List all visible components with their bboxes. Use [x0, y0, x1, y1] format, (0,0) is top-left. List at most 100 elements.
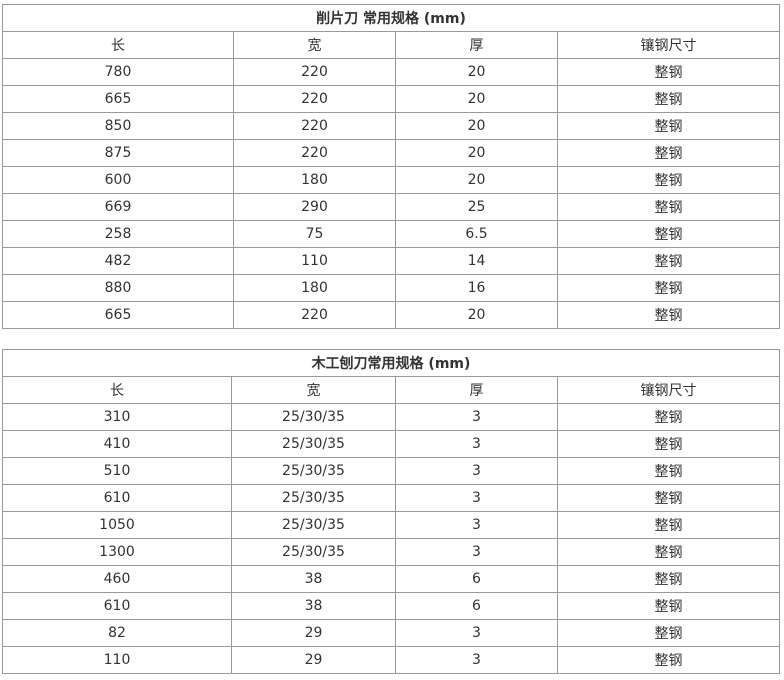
table-cell: 1050 [2, 511, 232, 539]
table-cell: 82 [2, 619, 232, 647]
table-row: 780 220 20 整钢 [2, 58, 780, 86]
table-cell: 6 [395, 592, 558, 620]
table-cell: 220 [233, 139, 396, 167]
table-row: 669 290 25 整钢 [2, 193, 780, 221]
table-cell: 25/30/35 [231, 538, 396, 566]
table-row: 1050 25/30/35 3 整钢 [2, 511, 780, 539]
table-row: 258 75 6.5 整钢 [2, 220, 780, 248]
table-cell: 整钢 [557, 565, 780, 593]
table-cell: 180 [233, 274, 396, 302]
table-cell: 29 [231, 619, 396, 647]
table-cell: 3 [395, 484, 558, 512]
table-cell: 整钢 [557, 301, 780, 329]
table-cell: 38 [231, 592, 396, 620]
table-row: 880 180 16 整钢 [2, 274, 780, 302]
table-title: 木工刨刀常用规格 (mm) [2, 349, 780, 377]
table-cell: 16 [395, 274, 558, 302]
table-cell: 整钢 [557, 619, 780, 647]
table-row: 850 220 20 整钢 [2, 112, 780, 140]
table-row: 665 220 20 整钢 [2, 301, 780, 329]
table-cell: 220 [233, 58, 396, 86]
table-cell: 整钢 [557, 247, 780, 275]
table-cell: 整钢 [557, 139, 780, 167]
table-cell: 整钢 [557, 85, 780, 113]
table-row: 310 25/30/35 3 整钢 [2, 403, 780, 431]
table-cell: 整钢 [557, 646, 780, 674]
table-cell: 780 [2, 58, 234, 86]
table-title-row: 削片刀 常用规格 (mm) [2, 4, 780, 32]
table-cell: 25/30/35 [231, 430, 396, 458]
table-cell: 258 [2, 220, 234, 248]
table-cell: 6 [395, 565, 558, 593]
table-cell: 整钢 [557, 220, 780, 248]
table-cell: 20 [395, 112, 558, 140]
table-cell: 482 [2, 247, 234, 275]
table-cell: 整钢 [557, 166, 780, 194]
table-cell: 460 [2, 565, 232, 593]
table-cell: 20 [395, 139, 558, 167]
table-row: 410 25/30/35 3 整钢 [2, 430, 780, 458]
table-row: 610 25/30/35 3 整钢 [2, 484, 780, 512]
table-cell: 310 [2, 403, 232, 431]
table-cell: 665 [2, 301, 234, 329]
planer-knife-spec-table: 木工刨刀常用规格 (mm) 长宽厚镶钢尺寸 310 25/30/35 3 整钢 410 25/… [2, 349, 780, 674]
column-header: 长 [2, 31, 234, 59]
table-cell: 3 [395, 646, 558, 674]
table-row: 610 38 6 整钢 [2, 592, 780, 620]
column-header: 长 [2, 376, 232, 404]
table-row: 482 110 14 整钢 [2, 247, 780, 275]
table-row: 665 220 20 整钢 [2, 85, 780, 113]
table-cell: 25/30/35 [231, 484, 396, 512]
table-cell: 20 [395, 85, 558, 113]
table-row: 110 29 3 整钢 [2, 646, 780, 674]
table-row: 600 180 20 整钢 [2, 166, 780, 194]
table-cell: 880 [2, 274, 234, 302]
table-cell: 25/30/35 [231, 457, 396, 485]
table-cell: 整钢 [557, 193, 780, 221]
table-cell: 25 [395, 193, 558, 221]
table-cell: 220 [233, 112, 396, 140]
table-cell: 整钢 [557, 58, 780, 86]
table-cell: 1300 [2, 538, 232, 566]
table-cell: 38 [231, 565, 396, 593]
column-header: 镶钢尺寸 [557, 31, 780, 59]
table-cell: 整钢 [557, 430, 780, 458]
column-header: 宽 [231, 376, 396, 404]
column-header: 厚 [395, 31, 558, 59]
table-cell: 610 [2, 484, 232, 512]
table-cell: 665 [2, 85, 234, 113]
table-cell: 3 [395, 403, 558, 431]
table-cell: 整钢 [557, 592, 780, 620]
table-cell: 220 [233, 85, 396, 113]
table-cell: 整钢 [557, 538, 780, 566]
table-cell: 整钢 [557, 403, 780, 431]
table-cell: 6.5 [395, 220, 558, 248]
table-cell: 20 [395, 166, 558, 194]
table-cell: 290 [233, 193, 396, 221]
table-cell: 669 [2, 193, 234, 221]
table-cell: 29 [231, 646, 396, 674]
table-cell: 整钢 [557, 484, 780, 512]
table-title-row: 木工刨刀常用规格 (mm) [2, 349, 780, 377]
table-row: 460 38 6 整钢 [2, 565, 780, 593]
table-cell: 850 [2, 112, 234, 140]
table-cell: 110 [233, 247, 396, 275]
table-cell: 510 [2, 457, 232, 485]
table-cell: 25/30/35 [231, 511, 396, 539]
table-row: 875 220 20 整钢 [2, 139, 780, 167]
table-cell: 整钢 [557, 511, 780, 539]
table-cell: 14 [395, 247, 558, 275]
table-cell: 180 [233, 166, 396, 194]
column-header: 镶钢尺寸 [557, 376, 780, 404]
table-row: 82 29 3 整钢 [2, 619, 780, 647]
table-cell: 875 [2, 139, 234, 167]
table-cell: 25/30/35 [231, 403, 396, 431]
table-cell: 整钢 [557, 112, 780, 140]
table-row: 510 25/30/35 3 整钢 [2, 457, 780, 485]
table-title: 削片刀 常用规格 (mm) [2, 4, 780, 32]
table-cell: 410 [2, 430, 232, 458]
table-row: 1300 25/30/35 3 整钢 [2, 538, 780, 566]
table-header-row: 长宽厚镶钢尺寸 [2, 376, 780, 404]
table-cell: 110 [2, 646, 232, 674]
table-cell: 220 [233, 301, 396, 329]
